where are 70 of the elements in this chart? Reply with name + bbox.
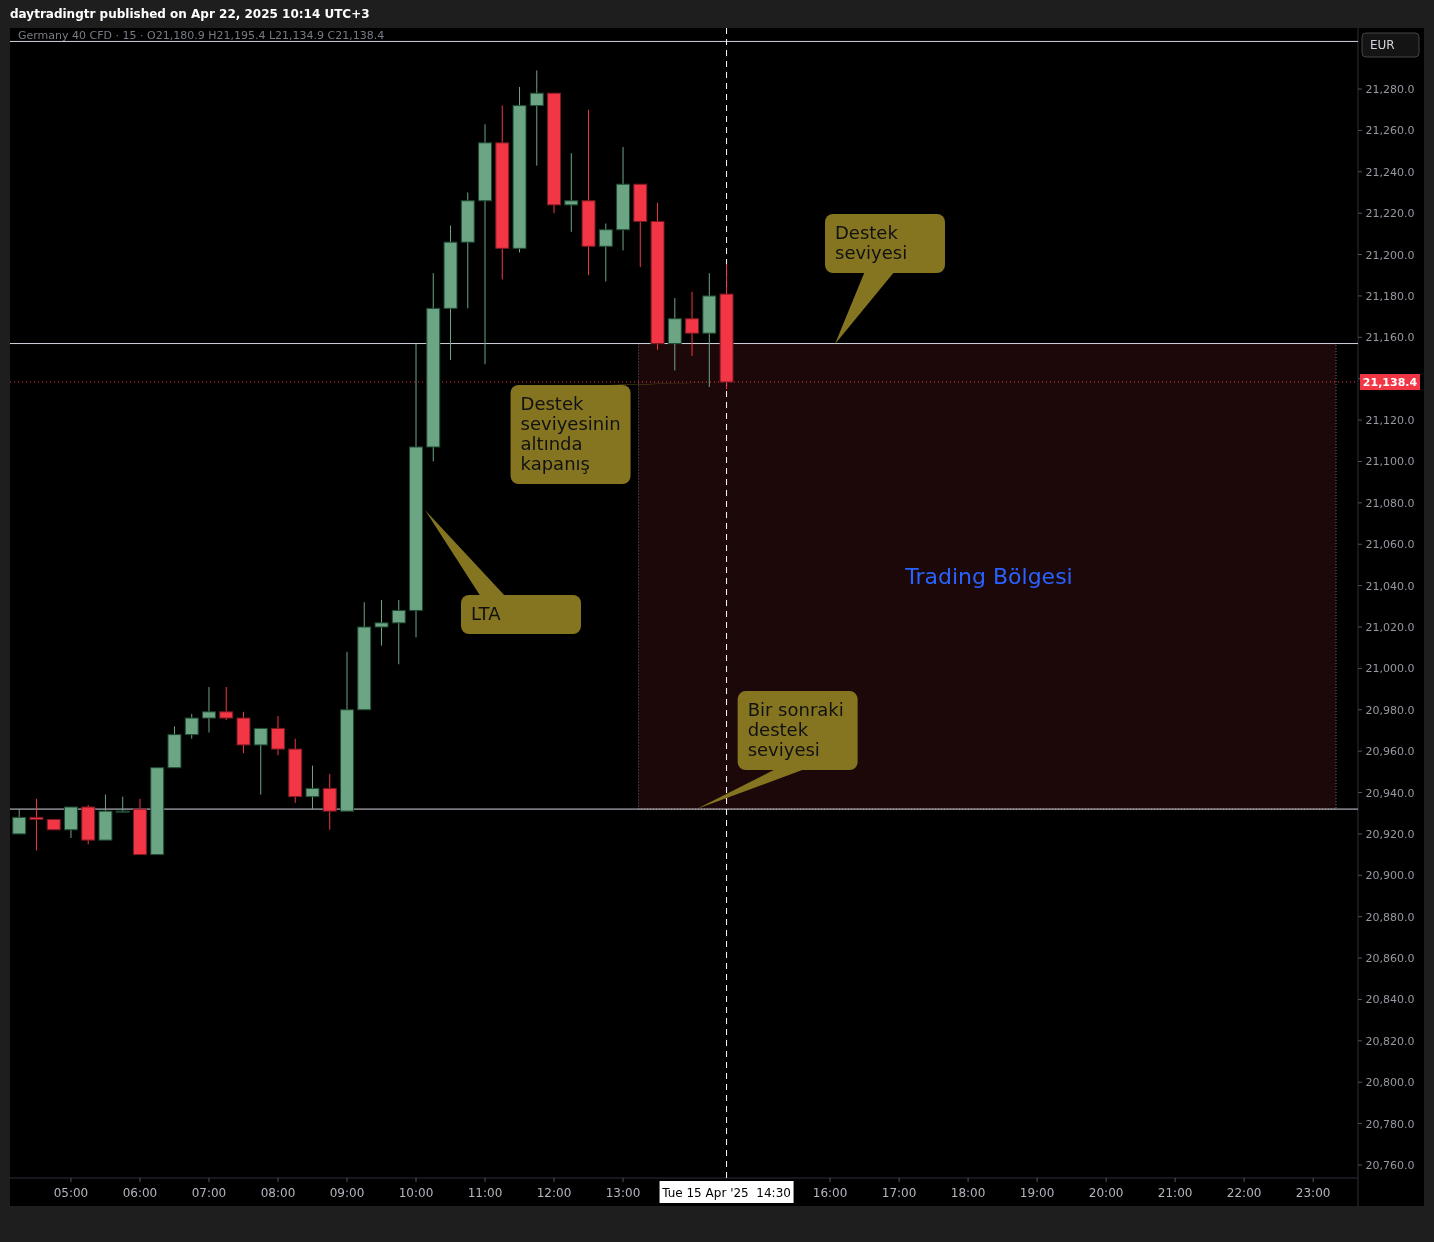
annotation: LTA: [471, 603, 502, 624]
y-tick-label: 21,280.0: [1365, 83, 1415, 97]
candlestick: [12, 808, 27, 835]
x-tick-label: 20:00: [1088, 1186, 1124, 1200]
candlestick: [63, 806, 78, 839]
y-tick-label: 21,060.0: [1365, 538, 1415, 552]
y-tick-label: 21,260.0: [1365, 124, 1415, 138]
y-tick-label: 20,860.0: [1365, 952, 1415, 966]
x-tick-label: 12:00: [536, 1186, 572, 1200]
band-label: Trading Bölgesi: [904, 564, 1073, 590]
candlestick: [271, 715, 285, 756]
y-tick-label: 20,960.0: [1365, 745, 1415, 759]
y-tick-label: 20,840.0: [1365, 993, 1415, 1007]
y-tick-label: 20,780.0: [1365, 1117, 1415, 1131]
y-tick-label: 20,940.0: [1365, 786, 1415, 800]
x-tick-label: 17:00: [881, 1186, 917, 1200]
x-tick-label: 10:00: [398, 1186, 434, 1200]
candlestick: [529, 69, 544, 167]
candlestick: [115, 796, 130, 813]
candlestick: [564, 152, 579, 233]
candlestick: [391, 599, 406, 665]
annotation: Destek seviyesinin altında kapanış: [520, 393, 621, 475]
candlestick: [219, 686, 234, 721]
y-tick-label: 21,220.0: [1365, 207, 1415, 221]
y-tick-label: 21,100.0: [1365, 455, 1415, 469]
x-tick-label: 11:00: [467, 1186, 503, 1200]
x-tick-label: 19:00: [1019, 1186, 1055, 1200]
y-tick-label: 20,880.0: [1365, 910, 1415, 924]
candlestick: [598, 223, 613, 282]
annotation: Bir sonraki destek seviyesi: [747, 699, 844, 761]
y-tick-label: 20,980.0: [1365, 703, 1415, 717]
candlestick: [685, 291, 700, 357]
x-tick-label: 16:00: [812, 1186, 848, 1200]
y-tick-label: 21,180.0: [1365, 289, 1415, 303]
x-tick-label: 22:00: [1226, 1186, 1262, 1200]
y-tick-label: 20,800.0: [1365, 1076, 1415, 1090]
x-tick-label: 21:00: [1157, 1186, 1193, 1200]
x-tick-label: 18:00: [950, 1186, 986, 1200]
x-tick-label: 09:00: [329, 1186, 365, 1200]
candlestick: [184, 713, 199, 740]
y-tick-label: 20,920.0: [1365, 827, 1415, 841]
y-tick-label: 21,120.0: [1365, 414, 1415, 428]
x-tick-label: 23:00: [1295, 1186, 1331, 1200]
y-tick-label: 20,900.0: [1365, 869, 1415, 883]
candlestick: [374, 599, 389, 647]
y-tick-label: 21,200.0: [1365, 248, 1415, 262]
x-tick-label: 08:00: [260, 1186, 296, 1200]
chart-title: daytradingtr published on Apr 22, 2025 10:14 UTC+3: [10, 7, 370, 21]
candlestick: [202, 686, 216, 734]
annotation: Destek seviyesi: [835, 222, 908, 263]
y-tick-label: 21,160.0: [1365, 331, 1415, 345]
y-tick-label: 21,080.0: [1365, 496, 1415, 510]
y-tick-label: 21,000.0: [1365, 662, 1415, 676]
ref-line-label: Tue 15 Apr '25 14:30: [661, 1186, 791, 1200]
y-tick-label: 20,820.0: [1365, 1034, 1415, 1048]
y-tick-label: 20,760.0: [1365, 1158, 1415, 1172]
candlestick: [253, 727, 268, 796]
y-tick-label: 21,240.0: [1365, 165, 1415, 179]
candlestick: [305, 765, 320, 810]
x-tick-label: 07:00: [191, 1186, 227, 1200]
candlestick: [322, 773, 337, 831]
y-tick-label: 21,040.0: [1365, 579, 1415, 593]
text: EUR: [1370, 38, 1395, 52]
chart-subtitle: Germany 40 CFD · 15 · O21,180.9 H21,195.4 L21,134.9 C21,138.4: [18, 29, 385, 42]
x-tick-label: 06:00: [122, 1186, 158, 1200]
y-tick-label: 21,020.0: [1365, 621, 1415, 634]
ref-line-label: 21,138.4: [1362, 376, 1418, 390]
x-tick-label: 05:00: [53, 1186, 89, 1200]
x-tick-label: 13:00: [605, 1186, 641, 1200]
candlestick: [29, 798, 44, 851]
